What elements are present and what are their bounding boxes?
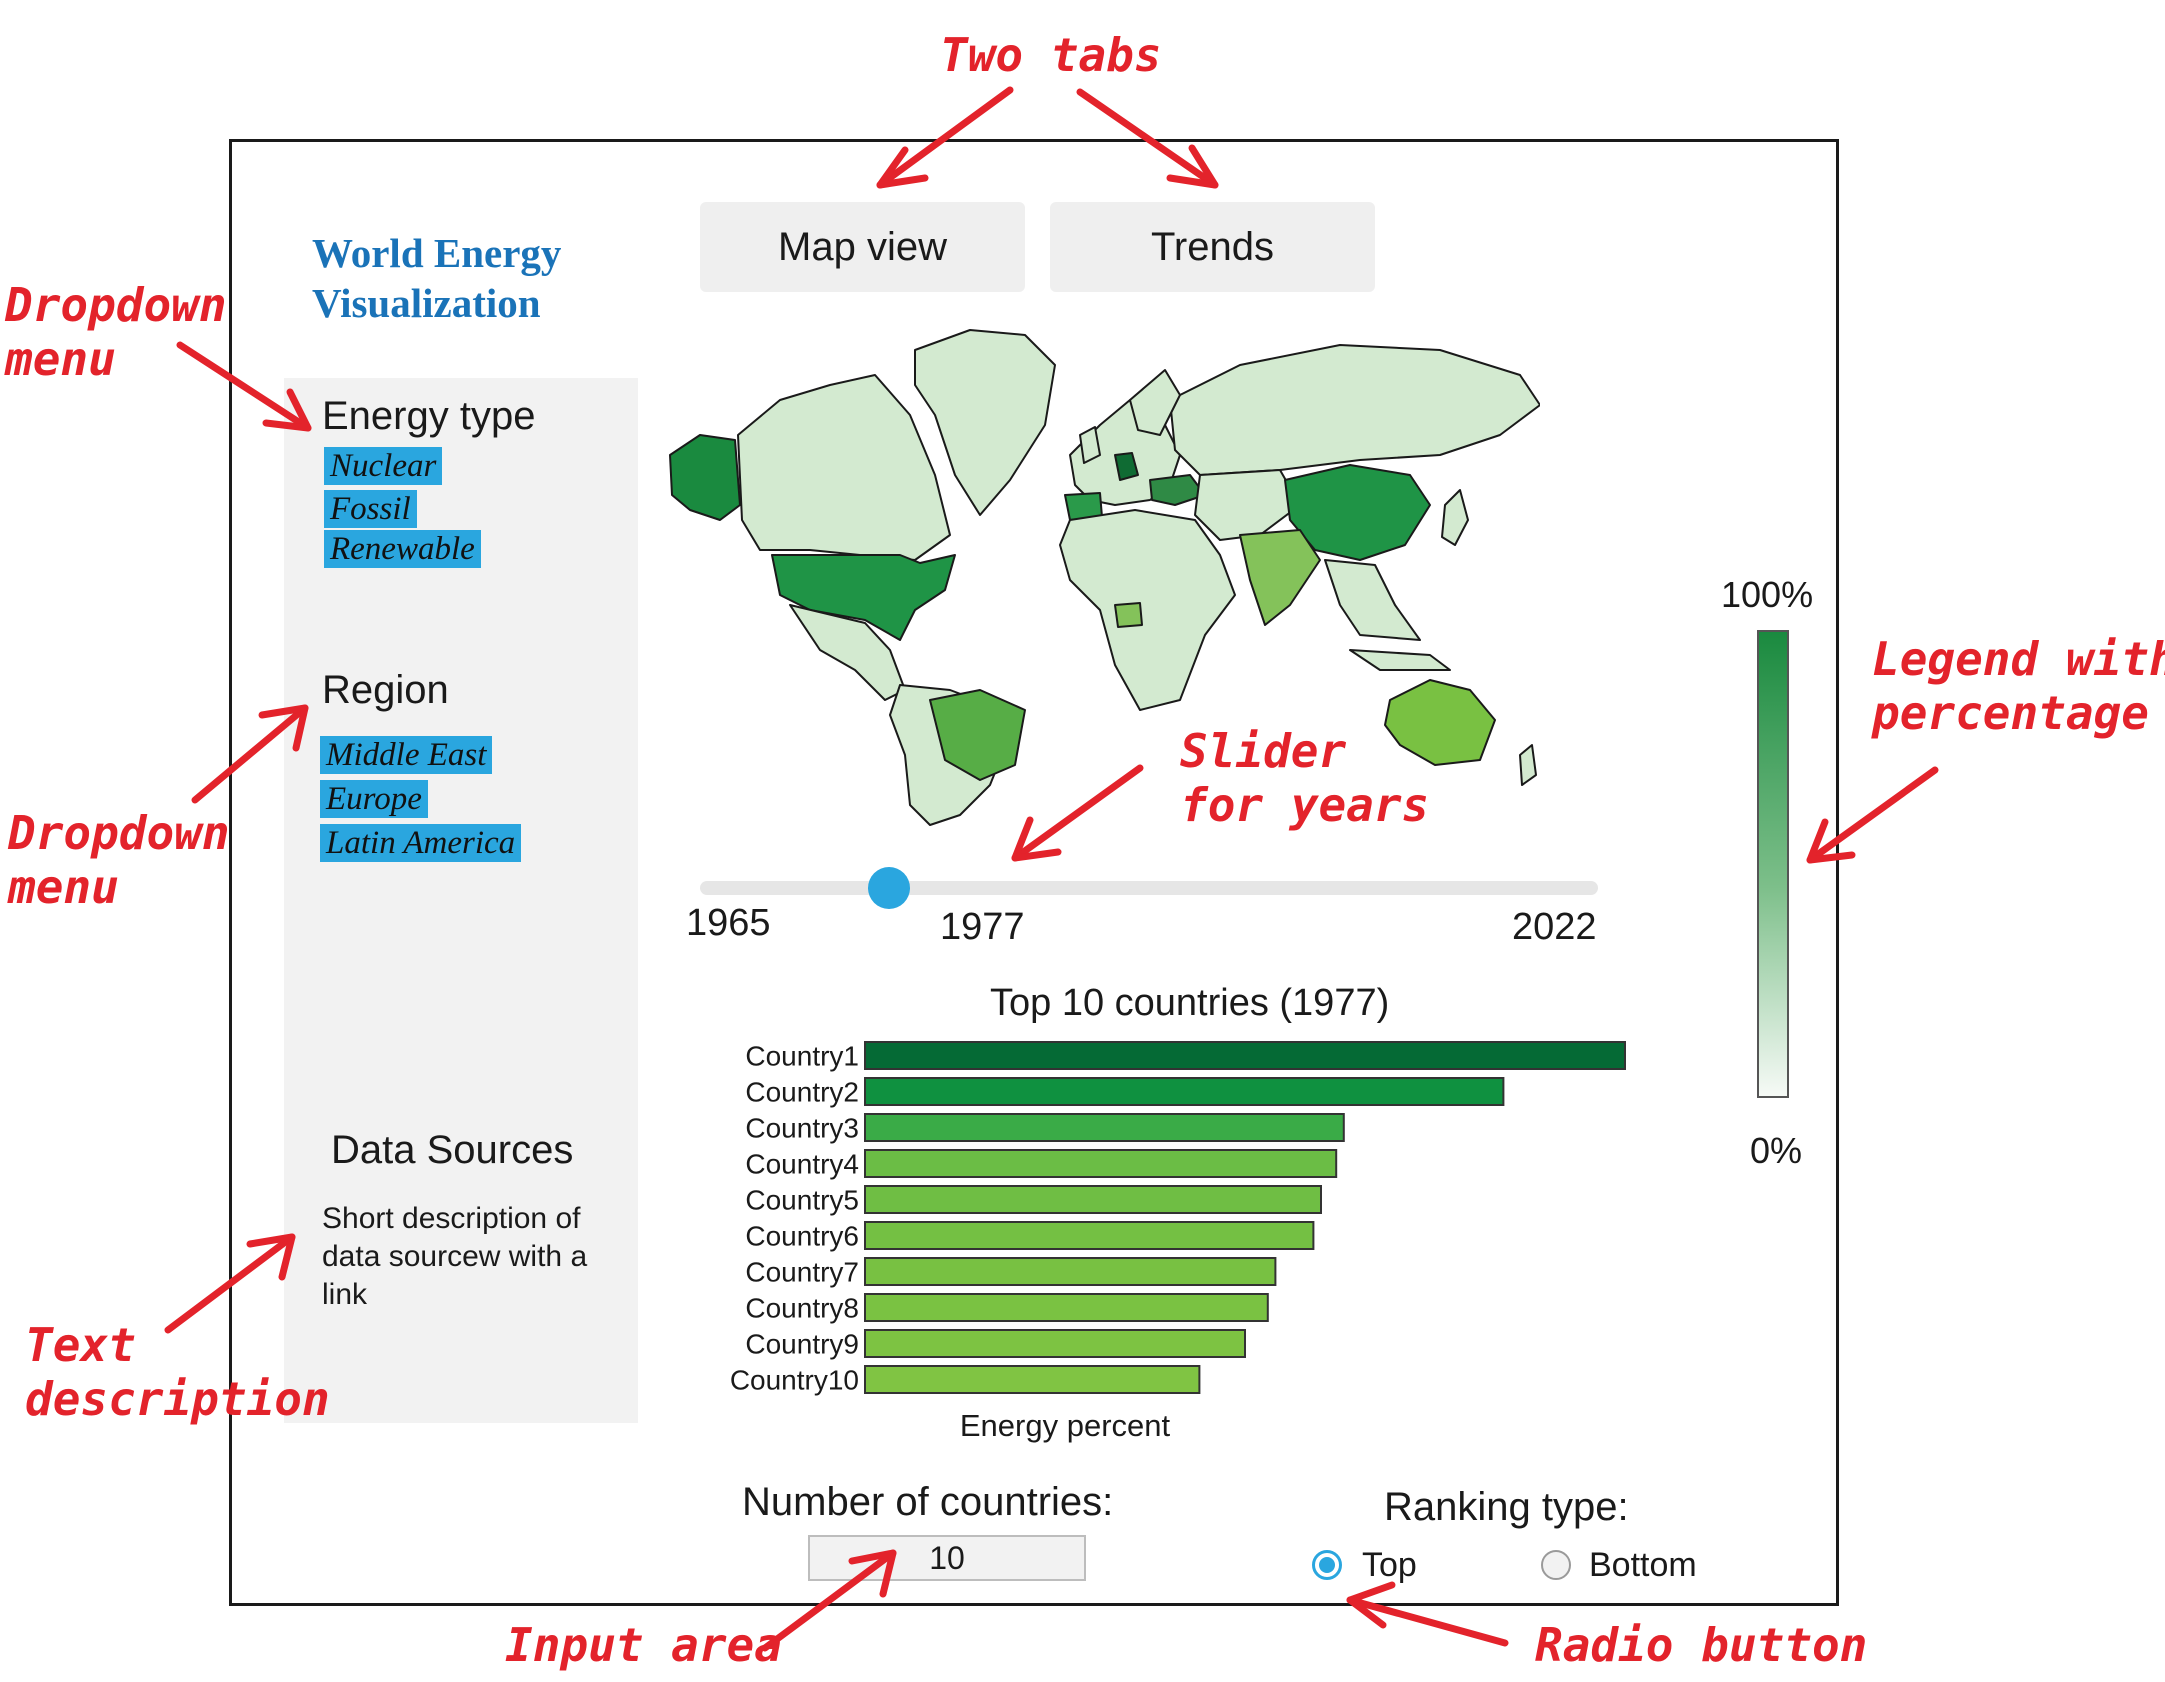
map-ukraine [1149, 474, 1206, 506]
bar [864, 1329, 1246, 1358]
map-canada [737, 374, 951, 561]
bar-label: Country9 [745, 1329, 859, 1360]
annotation-two-tabs: Two tabs [940, 28, 1162, 82]
tab-map-view-label: Map view [778, 224, 947, 269]
data-sources-description: Short description of data sourcew with a… [322, 1202, 588, 1311]
annotation-input-area: Input area [505, 1618, 782, 1672]
app-title-text: World Energy Visualization [312, 230, 562, 326]
map-mexico [789, 604, 906, 701]
slider-min-label: 1965 [686, 902, 771, 944]
bar [864, 1041, 1626, 1070]
bar-label: Country6 [745, 1221, 859, 1252]
tab-trends[interactable]: Trends [1050, 202, 1375, 292]
bar-label: Country5 [745, 1185, 859, 1216]
arrow-input [761, 1549, 897, 1652]
map-alaska [669, 434, 741, 521]
map-usa [771, 554, 956, 641]
dashboard-frame [229, 139, 1839, 1606]
arrow-legend [1806, 766, 1939, 864]
annotation-legend: Legend with percentage [1872, 632, 2165, 740]
region-label: Region [322, 668, 449, 712]
legend-max-label: 100% [1721, 574, 1814, 615]
map-germany [1114, 452, 1139, 481]
energy-option-renewable[interactable]: Renewable [324, 530, 481, 568]
x-axis-label: Energy percent [960, 1408, 1171, 1443]
data-sources-heading: Data Sources [331, 1128, 574, 1172]
map-scandinavia [1129, 369, 1181, 436]
arrow-dropdown-1 [176, 341, 312, 432]
arrow-text [164, 1233, 296, 1334]
energy-option-fossil[interactable]: Fossil [324, 490, 417, 528]
bar-label: Country10 [730, 1365, 859, 1396]
energy-type-label: Energy type [322, 394, 536, 438]
legend-min-label: 0% [1750, 1130, 1803, 1171]
bar-label: Country3 [745, 1113, 859, 1144]
bar-label: Country2 [745, 1077, 859, 1108]
arrow-tabs-left [876, 86, 1014, 189]
radio-bottom[interactable] [1541, 1550, 1571, 1580]
arrow-radio [1346, 1596, 1509, 1647]
map-new-zealand [1519, 744, 1537, 786]
tab-trends-label: Trends [1150, 224, 1274, 269]
annotation-text-description: Text description [25, 1318, 330, 1426]
slider-max-label: 2022 [1512, 906, 1597, 948]
bar [864, 1293, 1269, 1322]
world-map[interactable] [660, 305, 1540, 835]
annotation-dropdown-1: Dropdown menu [5, 278, 227, 386]
legend-color-scale [1757, 630, 1789, 1098]
map-japan [1441, 489, 1469, 546]
map-greenland [914, 329, 1056, 516]
arrow-tabs-right [1076, 88, 1219, 189]
arrow-slider [1011, 764, 1144, 862]
map-africa [1059, 509, 1236, 711]
map-nigeria [1114, 602, 1143, 628]
region-option-latin-america[interactable]: Latin America [320, 824, 522, 862]
chart-title: Top 10 countries (1977) [990, 982, 1390, 1024]
radio-bottom-label: Bottom [1589, 1546, 1697, 1584]
map-india [1239, 529, 1321, 626]
ranking-type-label: Ranking type: [1384, 1485, 1629, 1529]
bar [864, 1185, 1322, 1214]
year-slider-handle[interactable] [868, 867, 911, 909]
number-of-countries-label: Number of countries: [742, 1480, 1114, 1524]
bar [864, 1257, 1277, 1286]
bar-chart: Country1 Country2 Country3 Country4 Country5… [730, 1041, 1626, 1443]
energy-option-nuclear[interactable]: Nuclear [324, 447, 443, 485]
bar-label: Country8 [745, 1293, 859, 1324]
bar-label: Country1 [745, 1041, 859, 1072]
map-se-asia [1324, 559, 1421, 641]
arrow-dropdown-2 [191, 704, 309, 804]
radio-top-label: Top [1362, 1546, 1417, 1584]
app-title: World Energy Visualization [312, 228, 612, 328]
map-uk [1079, 426, 1101, 464]
bar-label: Country4 [745, 1149, 859, 1180]
map-brazil [929, 689, 1026, 781]
bar [864, 1365, 1201, 1394]
slider-value-label: 1977 [940, 906, 1025, 948]
bar [864, 1113, 1345, 1142]
map-australia [1384, 679, 1496, 766]
annotation-radio-button: Radio button [1535, 1618, 1868, 1672]
region-option-europe[interactable]: Europe [320, 780, 428, 818]
map-indonesia [1349, 649, 1451, 671]
bar [864, 1221, 1315, 1250]
tab-map-view[interactable]: Map view [700, 202, 1025, 292]
annotation-dropdown-2: Dropdown menu [8, 806, 230, 914]
annotation-slider: Slider for years [1180, 724, 1430, 832]
radio-top[interactable] [1312, 1550, 1342, 1580]
bar [864, 1077, 1505, 1106]
bar-label: Country7 [745, 1257, 859, 1288]
year-slider-track[interactable] [700, 881, 1598, 895]
bar [864, 1149, 1338, 1178]
region-option-middle-east[interactable]: Middle East [320, 736, 493, 774]
